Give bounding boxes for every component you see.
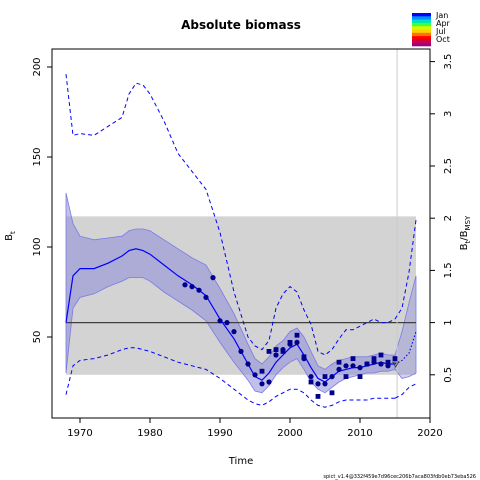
observation-point-circle (350, 363, 356, 369)
colorbar-swatch (412, 36, 431, 40)
x-tick-label: 2020 (417, 428, 442, 439)
observation-point-square (322, 374, 328, 379)
colorbar-label: Jul (435, 27, 446, 36)
x-tick-label: 1980 (137, 428, 162, 439)
right-tick-label: 0.5 (443, 367, 454, 383)
observation-point-circle (224, 320, 230, 326)
observation-point-square (378, 352, 384, 358)
colorbar-swatch (412, 22, 431, 27)
observation-point-circle (210, 275, 216, 281)
observation-point-square (364, 361, 370, 367)
observation-point-circle (294, 339, 300, 345)
observation-point-square (371, 356, 377, 361)
observation-point-square (357, 374, 363, 379)
observation-point-circle (231, 329, 237, 335)
chart-axes: 1970 1980 1990 2000 2010 2020 50 100 150 200 0.5 1 1… (32, 48, 454, 439)
observation-point-circle (329, 374, 335, 380)
observation-point-circle (238, 348, 244, 354)
observation-point-square (343, 374, 349, 379)
observation-point-circle (245, 361, 251, 367)
right-tick-label: 3.5 (443, 54, 454, 70)
right-tick-label: 1 (443, 319, 454, 325)
chart-title: Absolute biomass (181, 18, 301, 32)
version-footer: spict_v1.4@332f459e7d96cec206b7aca803fdb… (323, 474, 476, 480)
bmsy-scaled-lower-dashed-line (65, 347, 395, 408)
observation-point-circle (259, 381, 265, 387)
right-tick-label: 3 (443, 111, 454, 117)
colorbar-swatch (412, 13, 431, 17)
observation-point-circle (266, 379, 272, 385)
observation-point-square (350, 356, 356, 361)
forecast-upper-dashed-line (394, 219, 417, 320)
colorbar-swatch (412, 16, 431, 20)
observation-point-square (336, 359, 342, 365)
x-tick-label: 1970 (67, 428, 92, 439)
observation-point-square (266, 349, 272, 354)
observation-point-square (280, 349, 286, 354)
observation-point-circle (336, 366, 342, 372)
colorbar-swatch (412, 39, 431, 43)
colorbar-swatch (412, 29, 431, 34)
observation-point-square (308, 379, 314, 385)
chart-background-layers (65, 192, 417, 394)
colorbar-swatch (412, 19, 431, 24)
y-tick-label: 100 (32, 237, 43, 256)
right-tick-label: 2 (443, 215, 454, 221)
observation-point-square (315, 394, 321, 399)
observation-point-circle (182, 282, 188, 288)
y-axis-label-right: Bt/BMSY (459, 215, 472, 250)
colorbar-swatch (412, 42, 431, 47)
svg-text:Bt/BMSY: Bt/BMSY (459, 215, 472, 250)
y-axis-label-left: Bt (4, 231, 17, 241)
right-tick-label: 1.5 (443, 262, 454, 278)
observation-point-square (287, 340, 293, 345)
right-tick-label: 2.5 (443, 158, 454, 174)
observation-point-square (329, 390, 335, 396)
observation-point-square (294, 332, 300, 338)
observation-point-square (273, 347, 279, 352)
observation-point-circle (343, 363, 349, 369)
y-tick-label: 200 (32, 57, 43, 76)
observation-point-square (392, 356, 398, 361)
observation-point-circle (189, 284, 195, 290)
colorbar-label: Jan (435, 11, 448, 20)
svg-text:Bt: Bt (4, 231, 17, 241)
x-tick-label: 2000 (277, 428, 302, 439)
plot-frame (51, 48, 431, 419)
chart-observation-points (182, 275, 400, 399)
observation-point-circle (308, 374, 314, 380)
last-observation-marker (391, 361, 400, 368)
x-axis-label: Time (228, 456, 253, 467)
y-tick-label: 150 (32, 147, 43, 166)
colorbar-swatch (412, 32, 431, 37)
observation-point-square (385, 359, 391, 365)
observation-point-circle (203, 294, 209, 300)
colorbar-label: Oct (436, 35, 450, 44)
observation-point-circle (217, 318, 223, 324)
observation-point-circle (357, 365, 363, 371)
observation-point-square (301, 354, 307, 360)
colorbar-swatch (412, 26, 431, 30)
observation-point-circle (196, 287, 202, 293)
x-tick-label: 2010 (347, 428, 372, 439)
observation-point-circle (315, 381, 321, 387)
observation-point-circle (322, 381, 328, 387)
observation-point-circle (378, 361, 384, 367)
forecast-lower-dashed-line (394, 383, 417, 399)
observation-point-square (259, 368, 265, 374)
y-tick-label: 50 (32, 331, 43, 344)
x-tick-label: 1990 (207, 428, 232, 439)
observation-point-circle (252, 372, 258, 378)
observation-point-circle (273, 352, 279, 358)
colorbar-label: Apr (436, 19, 451, 28)
bmsy-scaled-upper-dashed-line (65, 74, 396, 356)
